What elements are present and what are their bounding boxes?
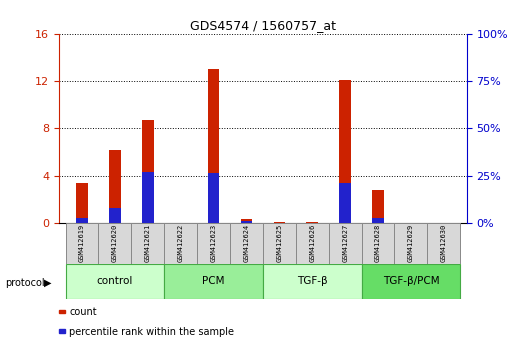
FancyBboxPatch shape [164, 264, 263, 299]
Bar [273, 222, 285, 223]
FancyBboxPatch shape [362, 223, 394, 264]
Text: TGF-β: TGF-β [297, 276, 328, 286]
Bar [142, 172, 153, 223]
Bar [208, 173, 220, 223]
Text: GSM412624: GSM412624 [244, 223, 249, 262]
Bar [241, 219, 252, 223]
Title: GDS4574 / 1560757_at: GDS4574 / 1560757_at [190, 19, 336, 33]
Text: TGF-β/PCM: TGF-β/PCM [383, 276, 439, 286]
Bar [109, 208, 121, 223]
Text: PCM: PCM [202, 276, 225, 286]
FancyBboxPatch shape [197, 223, 230, 264]
Text: control: control [97, 276, 133, 286]
Bar [208, 69, 220, 223]
Text: GSM412620: GSM412620 [112, 223, 118, 262]
FancyBboxPatch shape [98, 223, 131, 264]
FancyBboxPatch shape [427, 223, 460, 264]
Bar [76, 218, 88, 223]
Text: GSM412628: GSM412628 [375, 223, 381, 262]
FancyBboxPatch shape [263, 223, 296, 264]
Text: ▶: ▶ [44, 278, 51, 288]
Bar [142, 120, 153, 223]
Bar [76, 183, 88, 223]
Text: GSM412619: GSM412619 [79, 223, 85, 262]
Text: GSM412621: GSM412621 [145, 223, 151, 262]
Text: GSM412629: GSM412629 [408, 223, 414, 262]
FancyBboxPatch shape [164, 223, 197, 264]
FancyBboxPatch shape [66, 223, 98, 264]
FancyBboxPatch shape [66, 264, 164, 299]
Text: GSM412627: GSM412627 [342, 223, 348, 262]
Text: percentile rank within the sample: percentile rank within the sample [69, 327, 234, 337]
Bar [306, 222, 318, 223]
Bar [340, 80, 351, 223]
Text: protocol: protocol [5, 278, 45, 288]
FancyBboxPatch shape [296, 223, 329, 264]
Text: count: count [69, 307, 97, 317]
FancyBboxPatch shape [362, 264, 460, 299]
Bar [372, 190, 384, 223]
FancyBboxPatch shape [131, 223, 164, 264]
Text: GSM412626: GSM412626 [309, 223, 315, 262]
Text: GSM412622: GSM412622 [177, 223, 184, 262]
Bar [241, 221, 252, 223]
Bar [372, 218, 384, 223]
Bar [340, 183, 351, 223]
FancyBboxPatch shape [394, 223, 427, 264]
FancyBboxPatch shape [230, 223, 263, 264]
Text: GSM412623: GSM412623 [210, 223, 216, 262]
FancyBboxPatch shape [329, 223, 362, 264]
Bar [109, 150, 121, 223]
Text: GSM412630: GSM412630 [441, 223, 447, 262]
FancyBboxPatch shape [263, 264, 362, 299]
Text: GSM412625: GSM412625 [277, 223, 282, 262]
